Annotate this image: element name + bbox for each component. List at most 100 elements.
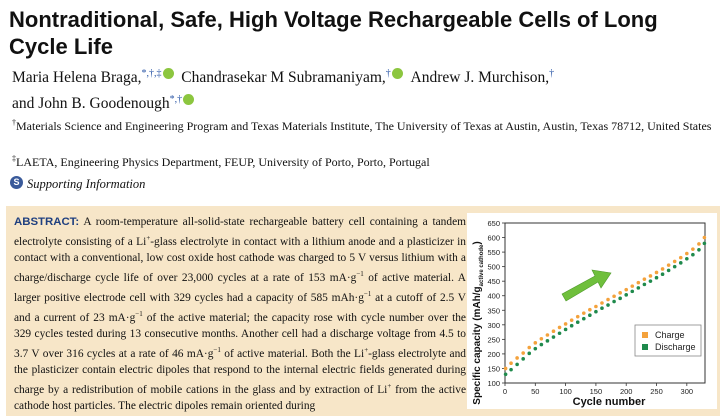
author-marks: *,† xyxy=(169,94,183,105)
point-discharge xyxy=(624,293,629,297)
y-tick-label: 350 xyxy=(487,306,500,315)
author-link[interactable]: Chandrasekar M Subramaniyam, xyxy=(181,69,385,86)
point-discharge xyxy=(600,306,604,311)
legend-label-discharge: Discharge xyxy=(655,342,696,352)
point-discharge xyxy=(575,320,580,324)
x-tick-label: 100 xyxy=(559,387,572,396)
point-discharge xyxy=(691,252,695,257)
point-discharge xyxy=(672,264,677,269)
point-charge xyxy=(630,284,635,288)
point-charge xyxy=(588,307,592,312)
point-charge xyxy=(551,329,556,334)
point-discharge xyxy=(654,275,659,280)
point-charge xyxy=(697,242,701,246)
point-discharge xyxy=(557,331,562,336)
y-tick-label: 500 xyxy=(487,263,500,272)
point-charge xyxy=(515,356,519,360)
point-discharge xyxy=(642,282,647,287)
supporting-info-icon[interactable]: S xyxy=(10,176,23,189)
point-charge xyxy=(594,304,598,309)
point-discharge xyxy=(515,362,519,367)
point-discharge xyxy=(509,367,513,372)
point-charge xyxy=(527,345,532,350)
x-tick-label: 150 xyxy=(590,387,603,396)
affiliation-2: ‡LAETA, Engineering Physics Department, … xyxy=(12,150,712,171)
point-discharge xyxy=(569,323,574,328)
point-charge xyxy=(545,333,550,337)
x-tick-label: 0 xyxy=(503,387,507,396)
point-charge xyxy=(575,314,580,319)
supporting-info-link[interactable]: Supporting Information xyxy=(27,177,146,191)
point-discharge xyxy=(648,279,653,283)
abstract-heading: ABSTRACT: xyxy=(14,216,80,228)
point-charge xyxy=(612,294,616,299)
author-name: Chandrasekar M Subramaniyam, xyxy=(181,69,386,86)
point-charge xyxy=(691,247,695,251)
y-tick-label: 550 xyxy=(487,248,500,257)
y-tick-label: 650 xyxy=(487,219,500,228)
point-discharge xyxy=(588,313,592,318)
author-list: Maria Helena Braga,*,†,‡ Chandrasekar M … xyxy=(12,63,712,115)
point-charge xyxy=(624,287,629,292)
point-charge xyxy=(642,277,647,281)
point-discharge xyxy=(678,261,683,265)
x-tick-label: 250 xyxy=(650,387,663,396)
y-tick-label: 150 xyxy=(487,364,500,373)
affiliation-mark: † xyxy=(12,118,16,127)
point-charge xyxy=(636,280,641,285)
y-tick-label: 600 xyxy=(487,234,500,243)
orcid-icon[interactable] xyxy=(183,94,195,105)
author-link[interactable]: Maria Helena Braga, xyxy=(12,69,142,86)
affiliation-1: †Materials Science and Engineering Progr… xyxy=(12,114,712,135)
author-name: and John B. Goodenough xyxy=(12,95,170,112)
point-discharge xyxy=(503,372,508,377)
affiliation-mark: ‡ xyxy=(12,154,16,163)
y-tick-label: 400 xyxy=(487,292,500,301)
point-discharge xyxy=(545,339,550,343)
y-tick-label: 100 xyxy=(487,379,500,388)
author-marks: † xyxy=(549,68,555,79)
affiliation-text: Materials Science and Engineering Progra… xyxy=(16,119,712,133)
point-discharge xyxy=(527,351,532,356)
point-charge xyxy=(666,263,671,267)
point-charge xyxy=(509,361,513,366)
point-charge xyxy=(678,255,683,260)
author-link[interactable]: and John B. Goodenough xyxy=(12,95,170,112)
point-charge xyxy=(672,259,677,264)
point-discharge xyxy=(612,299,616,304)
point-charge xyxy=(539,336,544,341)
y-tick-label: 200 xyxy=(487,350,500,359)
author-marks: † xyxy=(385,68,391,79)
point-discharge xyxy=(594,309,598,314)
orcid-icon[interactable] xyxy=(162,68,174,79)
y-axis-label: Specific capacity (mAh/gactive cathode) xyxy=(472,241,485,404)
legend-swatch-charge xyxy=(642,332,648,338)
point-charge xyxy=(581,311,586,315)
orcid-icon[interactable] xyxy=(391,68,403,79)
author-marks: *,†,‡ xyxy=(141,68,162,79)
point-charge xyxy=(563,322,568,326)
point-discharge xyxy=(521,357,525,361)
affiliation-text: LAETA, Engineering Physics Department, F… xyxy=(16,155,430,169)
point-discharge xyxy=(702,241,707,246)
legend-label-charge: Charge xyxy=(655,330,685,340)
point-charge xyxy=(521,351,525,355)
point-discharge xyxy=(551,335,556,339)
abstract-figure: 100 150 200 250 300 350 400 450 500 550 600 650 0 50 1… xyxy=(467,213,717,409)
point-charge xyxy=(557,325,562,330)
point-discharge xyxy=(685,256,689,261)
point-charge xyxy=(533,341,538,345)
point-discharge xyxy=(563,327,568,332)
chart-legend: Charge Discharge xyxy=(634,324,702,357)
point-charge xyxy=(503,366,508,371)
point-charge xyxy=(569,318,574,322)
x-tick-label: 200 xyxy=(620,387,633,396)
author-name: Maria Helena Braga, xyxy=(12,69,142,86)
author-link[interactable]: Andrew J. Murchison, xyxy=(411,69,550,86)
point-discharge xyxy=(697,247,701,252)
y-tick-label: 300 xyxy=(487,321,500,330)
x-tick-label: 300 xyxy=(681,387,694,396)
trend-arrow xyxy=(561,269,612,302)
point-discharge xyxy=(630,289,635,294)
point-charge xyxy=(618,291,622,295)
